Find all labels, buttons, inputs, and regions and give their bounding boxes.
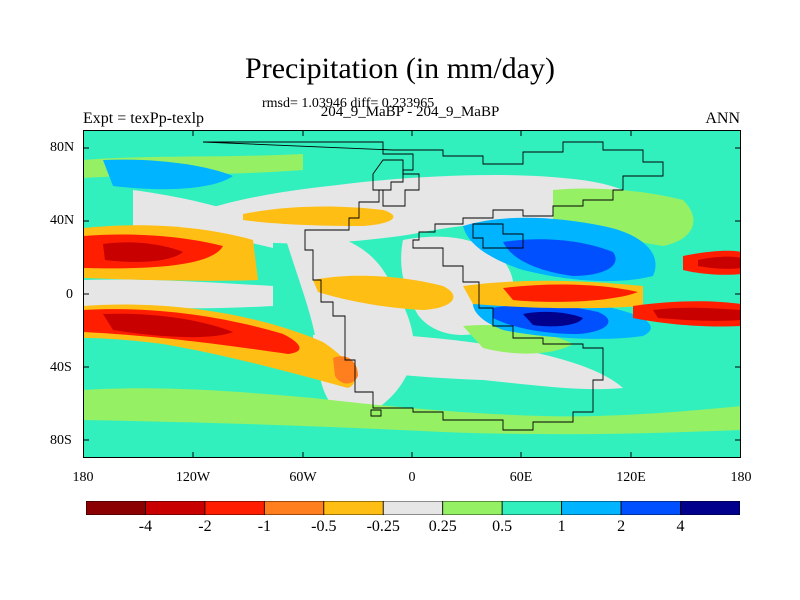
x-tick-label: 0 bbox=[408, 470, 416, 485]
field-navy-1 bbox=[523, 311, 583, 327]
colorbar-label: -4 bbox=[138, 518, 153, 535]
colorbar-swatch bbox=[561, 501, 622, 515]
y-tick-label: 40S bbox=[50, 360, 72, 375]
colorbar-label: 2 bbox=[617, 518, 626, 535]
x-tick-label: 60E bbox=[509, 470, 533, 485]
colorbar-swatch bbox=[620, 501, 681, 515]
experiment-label: Expt = texPp-texlp bbox=[83, 110, 205, 127]
coastline-arabia bbox=[472, 223, 524, 249]
map-svg bbox=[83, 130, 741, 458]
precipitation-map bbox=[83, 130, 741, 458]
colorbar-swatch bbox=[501, 501, 563, 515]
map-title: Precipitation (in mm/day) bbox=[245, 52, 555, 85]
field-gray-tropics-west bbox=[83, 279, 273, 309]
colorbar-label: 0.25 bbox=[428, 518, 457, 535]
field-orange-north-band bbox=[243, 206, 394, 226]
tick-marks bbox=[83, 130, 741, 458]
coastline-europe bbox=[372, 159, 420, 207]
y-tick-label: 80N bbox=[50, 140, 75, 155]
colorbar-swatch bbox=[442, 501, 503, 515]
field-lightblue-1 bbox=[103, 159, 233, 190]
colorbar-swatch bbox=[680, 501, 740, 515]
colorbar-swatch bbox=[145, 501, 206, 515]
colorbar-swatch bbox=[263, 501, 325, 515]
colorbar-swatch bbox=[204, 501, 265, 515]
x-tick-label: 120E bbox=[616, 470, 646, 485]
season-label: ANN bbox=[705, 110, 740, 127]
colorbar-swatch bbox=[323, 501, 384, 515]
y-tick-label: 40N bbox=[50, 213, 75, 228]
field-green-3 bbox=[553, 188, 694, 246]
coastline bbox=[202, 141, 664, 431]
colorbar bbox=[86, 501, 740, 515]
y-tick-label: 0 bbox=[66, 287, 73, 302]
field-orange-atlantic bbox=[313, 275, 454, 310]
x-tick-label: 180 bbox=[730, 470, 752, 485]
colorbar-label: -2 bbox=[198, 518, 212, 535]
field-gray-north bbox=[201, 175, 644, 244]
x-tick-label: 120W bbox=[175, 470, 211, 485]
field-darkred-ne bbox=[698, 256, 741, 269]
y-tick-label: 80S bbox=[50, 433, 72, 448]
colorbar-label: 1 bbox=[557, 518, 566, 535]
colorbar-label: 4 bbox=[676, 518, 685, 535]
stats-text: rmsd= 1.03946 diff= 0.233965 bbox=[262, 96, 435, 111]
field-red-tropic bbox=[503, 284, 638, 302]
field-green-1 bbox=[83, 388, 741, 435]
colorbar-label: 0.5 bbox=[492, 518, 513, 535]
x-tick-label: 60W bbox=[289, 470, 317, 485]
field-gray-south bbox=[313, 333, 623, 390]
field-orange-sa bbox=[333, 356, 358, 384]
field-darkred-east bbox=[653, 307, 741, 321]
colorbar-swatch bbox=[86, 501, 146, 515]
colorbar-label: -0.5 bbox=[311, 518, 337, 535]
field-green-4 bbox=[463, 324, 573, 354]
x-tick-label: 180 bbox=[72, 470, 94, 485]
colorbar-label: -1 bbox=[257, 518, 272, 535]
colorbar-swatch bbox=[382, 501, 444, 515]
colorbar-label: -0.25 bbox=[366, 518, 400, 535]
field-gray-subtropics-west bbox=[133, 190, 273, 248]
coastline-island bbox=[370, 409, 382, 417]
field-blue-1 bbox=[503, 239, 616, 276]
map-subtitle: 204_9_MaBP - 204_9_MaBP bbox=[320, 104, 500, 120]
field-darkred-nw bbox=[103, 242, 183, 262]
field-darkred-sw bbox=[103, 313, 233, 338]
